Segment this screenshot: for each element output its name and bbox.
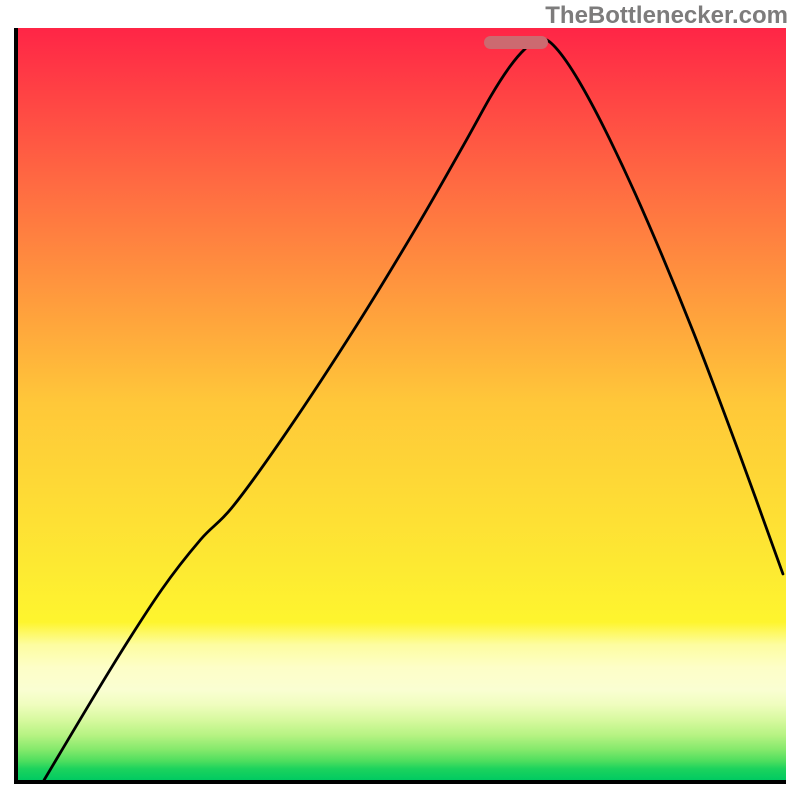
bottleneck-curve [18, 28, 786, 780]
attribution-text: TheBottlenecker.com [545, 2, 788, 30]
optimal-range-marker [484, 36, 548, 50]
plot-area [14, 28, 786, 784]
chart-container: { "attribution": { "text": "TheBottlenec… [0, 0, 800, 800]
